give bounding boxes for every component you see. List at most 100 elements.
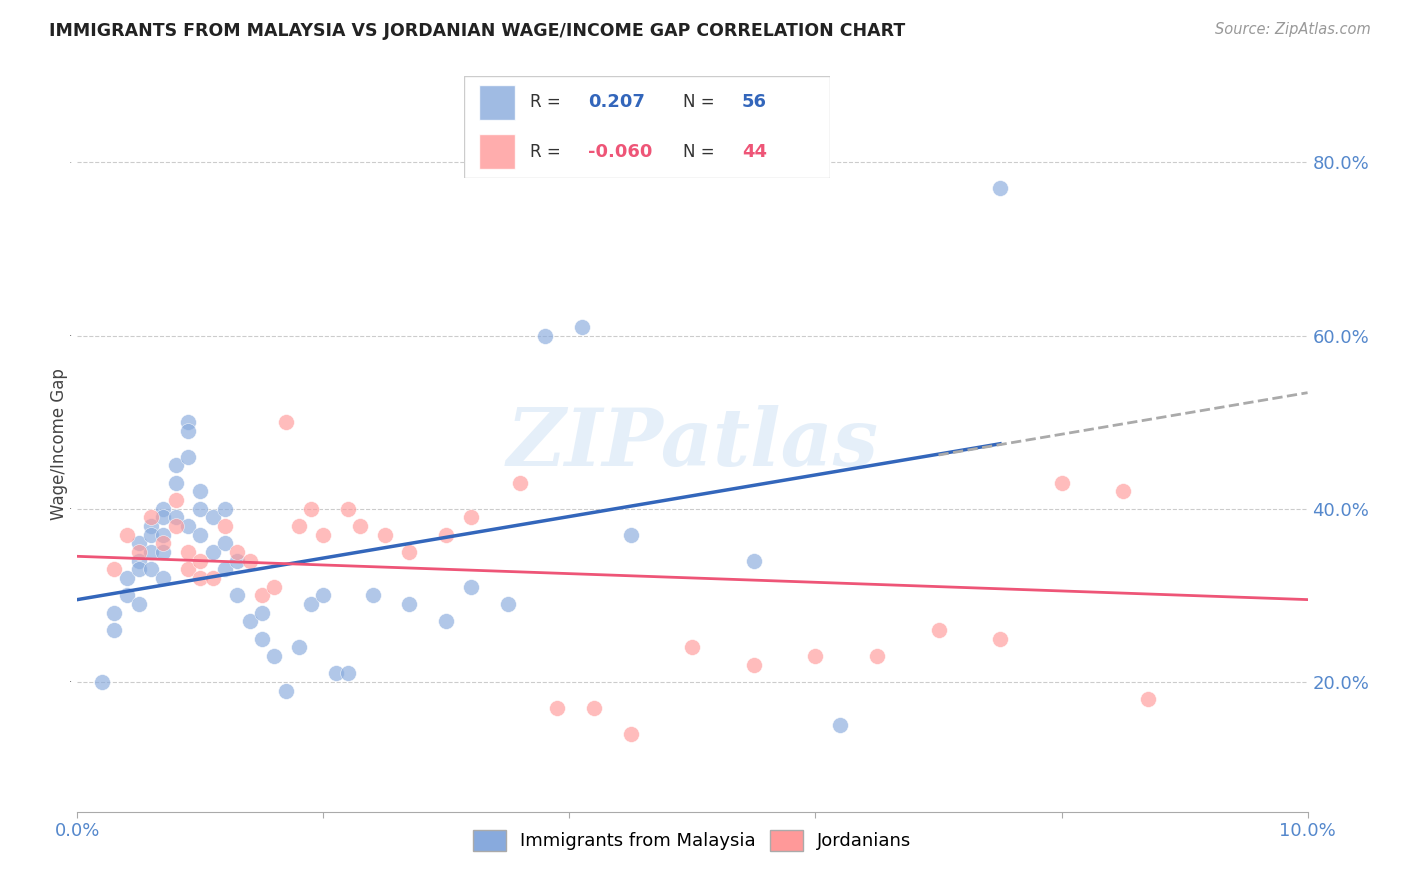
Text: IMMIGRANTS FROM MALAYSIA VS JORDANIAN WAGE/INCOME GAP CORRELATION CHART: IMMIGRANTS FROM MALAYSIA VS JORDANIAN WA… bbox=[49, 22, 905, 40]
Point bbox=[115, 571, 138, 585]
Point bbox=[152, 536, 174, 550]
Point bbox=[288, 640, 311, 655]
Point bbox=[742, 554, 765, 568]
Point bbox=[263, 580, 285, 594]
Point bbox=[103, 623, 125, 637]
Point bbox=[312, 527, 335, 541]
Point bbox=[239, 554, 262, 568]
Point bbox=[1136, 692, 1159, 706]
Point bbox=[177, 519, 200, 533]
Point bbox=[201, 571, 224, 585]
Point bbox=[165, 519, 187, 533]
Point bbox=[177, 424, 200, 438]
Y-axis label: Wage/Income Gap: Wage/Income Gap bbox=[51, 368, 67, 520]
Point bbox=[103, 606, 125, 620]
Point bbox=[214, 501, 236, 516]
Point bbox=[188, 554, 212, 568]
Point bbox=[188, 527, 212, 541]
Point bbox=[115, 588, 138, 602]
Point bbox=[398, 597, 420, 611]
Bar bbox=[478, 85, 515, 120]
Point bbox=[349, 519, 371, 533]
Point bbox=[115, 527, 138, 541]
Legend: Immigrants from Malaysia, Jordanians: Immigrants from Malaysia, Jordanians bbox=[467, 822, 918, 858]
Point bbox=[509, 475, 531, 490]
Text: N =: N = bbox=[683, 94, 714, 112]
FancyBboxPatch shape bbox=[464, 76, 830, 178]
Point bbox=[682, 640, 704, 655]
Point bbox=[177, 545, 200, 559]
Point bbox=[128, 536, 150, 550]
Point bbox=[620, 727, 643, 741]
Point bbox=[460, 580, 482, 594]
Text: -0.060: -0.060 bbox=[588, 143, 652, 161]
Point bbox=[152, 527, 174, 541]
Point bbox=[214, 536, 236, 550]
Point bbox=[337, 666, 360, 681]
Point bbox=[312, 588, 335, 602]
Point bbox=[165, 458, 187, 473]
Point bbox=[804, 648, 827, 663]
Point bbox=[398, 545, 420, 559]
Point bbox=[534, 328, 557, 343]
Point bbox=[103, 562, 125, 576]
Text: Source: ZipAtlas.com: Source: ZipAtlas.com bbox=[1215, 22, 1371, 37]
Text: N =: N = bbox=[683, 143, 714, 161]
Point bbox=[250, 606, 273, 620]
Point bbox=[177, 562, 200, 576]
Point bbox=[830, 718, 852, 732]
Point bbox=[496, 597, 519, 611]
Point bbox=[188, 571, 212, 585]
Text: 56: 56 bbox=[742, 94, 766, 112]
Point bbox=[152, 545, 174, 559]
Point bbox=[226, 588, 249, 602]
Text: 44: 44 bbox=[742, 143, 766, 161]
Bar bbox=[478, 135, 515, 169]
Point bbox=[201, 510, 224, 524]
Text: 0.207: 0.207 bbox=[588, 94, 645, 112]
Point bbox=[141, 527, 163, 541]
Point bbox=[866, 648, 889, 663]
Text: R =: R = bbox=[530, 94, 561, 112]
Point bbox=[988, 181, 1011, 195]
Point bbox=[188, 501, 212, 516]
Point bbox=[325, 666, 347, 681]
Point bbox=[546, 701, 568, 715]
Point bbox=[374, 527, 396, 541]
Point bbox=[928, 623, 950, 637]
Point bbox=[226, 545, 249, 559]
Point bbox=[152, 501, 174, 516]
Point bbox=[1112, 484, 1135, 499]
Point bbox=[214, 562, 236, 576]
Point bbox=[1050, 475, 1073, 490]
Point bbox=[141, 562, 163, 576]
Point bbox=[299, 597, 322, 611]
Point bbox=[460, 510, 482, 524]
Point bbox=[165, 493, 187, 508]
Point bbox=[128, 597, 150, 611]
Point bbox=[177, 415, 200, 429]
Point bbox=[214, 519, 236, 533]
Point bbox=[620, 527, 643, 541]
Point bbox=[250, 588, 273, 602]
Point bbox=[263, 648, 285, 663]
Point bbox=[141, 545, 163, 559]
Point bbox=[152, 510, 174, 524]
Text: R =: R = bbox=[530, 143, 561, 161]
Point bbox=[250, 632, 273, 646]
Point bbox=[299, 501, 322, 516]
Point bbox=[177, 450, 200, 464]
Point bbox=[276, 683, 298, 698]
Point bbox=[90, 674, 114, 689]
Point bbox=[583, 701, 606, 715]
Text: ZIPatlas: ZIPatlas bbox=[506, 405, 879, 483]
Point bbox=[239, 614, 262, 628]
Point bbox=[226, 554, 249, 568]
Point bbox=[141, 519, 163, 533]
Point bbox=[276, 415, 298, 429]
Point bbox=[165, 510, 187, 524]
Point bbox=[571, 319, 593, 334]
Point bbox=[188, 484, 212, 499]
Point bbox=[337, 501, 360, 516]
Point bbox=[436, 527, 458, 541]
